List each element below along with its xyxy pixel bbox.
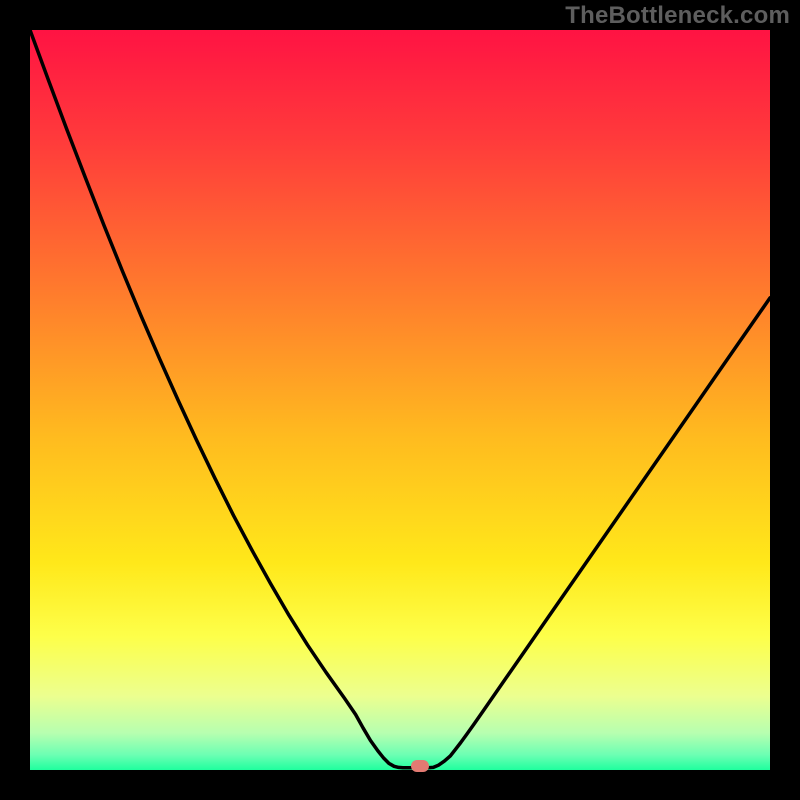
plot-area xyxy=(30,30,770,770)
curve-path xyxy=(30,30,770,768)
bottleneck-curve xyxy=(30,30,770,770)
chart-frame: TheBottleneck.com xyxy=(0,0,800,800)
optimum-marker xyxy=(411,760,429,772)
watermark-text: TheBottleneck.com xyxy=(565,2,790,30)
